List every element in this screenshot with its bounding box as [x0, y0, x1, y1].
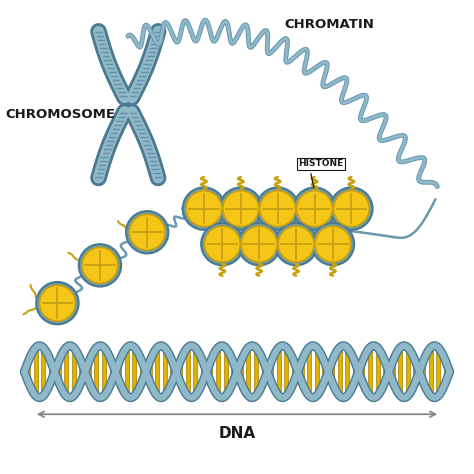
Circle shape — [219, 187, 262, 230]
Circle shape — [312, 223, 354, 265]
Circle shape — [297, 191, 332, 227]
Circle shape — [241, 226, 277, 262]
Circle shape — [330, 187, 373, 230]
Circle shape — [275, 223, 317, 265]
Circle shape — [186, 191, 222, 227]
Circle shape — [182, 187, 225, 230]
Circle shape — [238, 223, 281, 265]
Circle shape — [293, 187, 336, 230]
Circle shape — [39, 285, 75, 321]
Circle shape — [204, 226, 240, 262]
Circle shape — [333, 191, 369, 227]
Circle shape — [129, 214, 165, 250]
Text: DNA: DNA — [219, 426, 255, 441]
Circle shape — [260, 191, 296, 227]
Text: CHROMOSOME: CHROMOSOME — [5, 108, 116, 120]
Circle shape — [201, 223, 244, 265]
Circle shape — [256, 187, 299, 230]
Circle shape — [315, 226, 351, 262]
Circle shape — [82, 247, 118, 283]
Circle shape — [126, 211, 168, 254]
Circle shape — [278, 226, 314, 262]
Text: CHROMATIN: CHROMATIN — [284, 18, 374, 31]
Circle shape — [36, 282, 79, 324]
Circle shape — [79, 244, 121, 287]
Text: HISTONE: HISTONE — [299, 159, 344, 168]
Circle shape — [223, 191, 259, 227]
